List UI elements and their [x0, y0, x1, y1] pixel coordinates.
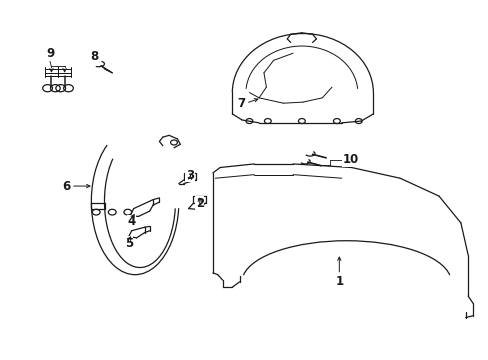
Text: 3: 3	[185, 169, 194, 182]
Text: 2: 2	[195, 197, 203, 210]
Text: 9: 9	[46, 47, 54, 60]
Text: 1: 1	[335, 275, 343, 288]
Text: 10: 10	[342, 153, 358, 166]
Text: 4: 4	[127, 215, 136, 228]
Text: 8: 8	[90, 50, 99, 63]
Text: 7: 7	[237, 97, 244, 110]
Text: 6: 6	[62, 180, 70, 193]
Text: 5: 5	[124, 237, 133, 250]
